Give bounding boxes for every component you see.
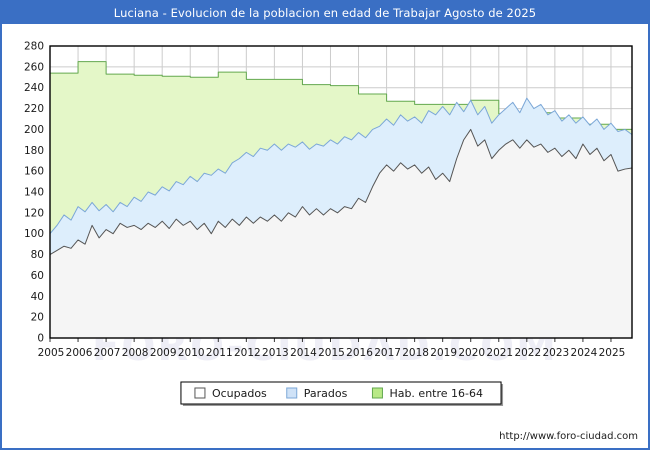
- y-axis-tick-label: 100: [24, 228, 44, 240]
- x-axis-tick-label: 2024: [571, 347, 598, 359]
- legend-label: Hab. entre 16-64: [389, 387, 483, 400]
- y-axis-tick-label: 20: [31, 312, 44, 324]
- y-axis-tick-label: 140: [24, 187, 44, 199]
- legend-label: Ocupados: [212, 387, 267, 400]
- y-axis-tick-label: 200: [24, 124, 44, 136]
- x-axis-tick-label: 2007: [94, 347, 121, 359]
- x-axis-tick-label: 2009: [150, 347, 177, 359]
- x-axis-tick-label: 2006: [66, 347, 93, 359]
- x-axis-tick-label: 2023: [543, 347, 570, 359]
- legend-swatch: [371, 387, 383, 399]
- legend-item-hab-entre-16-64[interactable]: Hab. entre 16-64: [371, 387, 483, 400]
- legend-box: [180, 381, 502, 405]
- x-axis-tick-label: 2018: [402, 347, 429, 359]
- x-axis-tick-label: 2021: [486, 347, 513, 359]
- chart-container: FORO-CIUDAD.COM 0 20 40 60 80 100 120 140 160 180…: [2, 24, 648, 448]
- population-evolution-chart: 020406080100120140160180200220240260280 …: [24, 41, 633, 406]
- x-axis-tick-label: 2020: [458, 347, 485, 359]
- y-axis-tick-label: 260: [24, 61, 44, 73]
- y-axis-tick-label: 120: [24, 207, 44, 219]
- x-axis-tick-label: 2011: [206, 347, 233, 359]
- plot-frame: [49, 45, 633, 339]
- chart-legend: Ocupados Parados Hab. entre 16-64: [180, 381, 504, 406]
- x-axis-tick-label: 2025: [599, 347, 626, 359]
- x-axis-tick-label: 2012: [234, 347, 261, 359]
- x-axis-tick-label: 2008: [122, 347, 149, 359]
- y-axis-tick-label: 0: [37, 333, 44, 345]
- y-axis-tick-label: 180: [24, 145, 44, 157]
- legend-swatch: [194, 387, 206, 399]
- y-axis-tick-label: 240: [24, 82, 44, 94]
- x-axis-tick-label: 2022: [514, 347, 541, 359]
- series-ocupados: [49, 128, 633, 338]
- y-axis-tick-label: 160: [24, 166, 44, 178]
- page-title: Luciana - Evolucion de la poblacion en e…: [113, 6, 537, 20]
- legend-item-parados[interactable]: Parados: [286, 387, 348, 400]
- y-axis-tick-label: 40: [31, 291, 44, 303]
- series-areas: [49, 61, 633, 339]
- x-axis-tick-label: 2019: [430, 347, 457, 359]
- legend-label: Parados: [304, 387, 348, 400]
- window-title-bar: Luciana - Evolucion de la poblacion en e…: [2, 2, 648, 24]
- x-axis-tick-label: 2013: [262, 347, 289, 359]
- x-axis-tick-label: 2010: [178, 347, 205, 359]
- legend-item-ocupados[interactable]: Ocupados: [194, 387, 267, 400]
- y-axis-labels: 0 20 40 60 80 100 120 140 160 180 200 220 240 260 280: [24, 41, 44, 345]
- x-axis-tick-label: 2014: [290, 347, 317, 359]
- legend-swatch: [286, 387, 298, 399]
- x-axis-tick-label: 2005: [38, 347, 65, 359]
- x-axis-tick-label: 2015: [318, 347, 345, 359]
- x-axis-tick-label: 2017: [374, 347, 401, 359]
- source-url: http://www.foro-ciudad.com: [499, 431, 638, 442]
- x-axis-tick-label: 2016: [346, 347, 373, 359]
- x-axis-labels: 2005 2006 2007 2008 2009 2010 2011 2012 2013 2014…: [38, 347, 626, 359]
- y-axis-tick-label: 220: [24, 103, 44, 115]
- y-axis-tick-label: 80: [31, 249, 44, 261]
- y-axis-tick-label: 60: [31, 270, 44, 282]
- y-axis-tick-label: 280: [24, 41, 44, 53]
